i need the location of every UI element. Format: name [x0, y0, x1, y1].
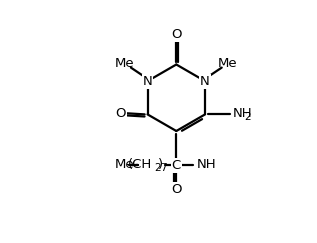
Text: ): ) [158, 158, 163, 171]
Text: 2: 2 [154, 163, 161, 173]
Text: O: O [171, 183, 182, 196]
Text: 2: 2 [244, 112, 250, 122]
Text: O: O [115, 107, 126, 120]
Text: C: C [172, 159, 181, 172]
Text: 7: 7 [160, 163, 167, 173]
Text: NH: NH [197, 158, 216, 171]
Text: NH: NH [232, 107, 252, 120]
Text: Me: Me [114, 158, 134, 171]
Text: Me: Me [115, 57, 135, 70]
Text: N: N [200, 75, 210, 88]
Text: O: O [171, 28, 182, 41]
Text: N: N [143, 75, 152, 88]
Text: (CH: (CH [128, 158, 152, 171]
Text: Me: Me [218, 57, 237, 70]
